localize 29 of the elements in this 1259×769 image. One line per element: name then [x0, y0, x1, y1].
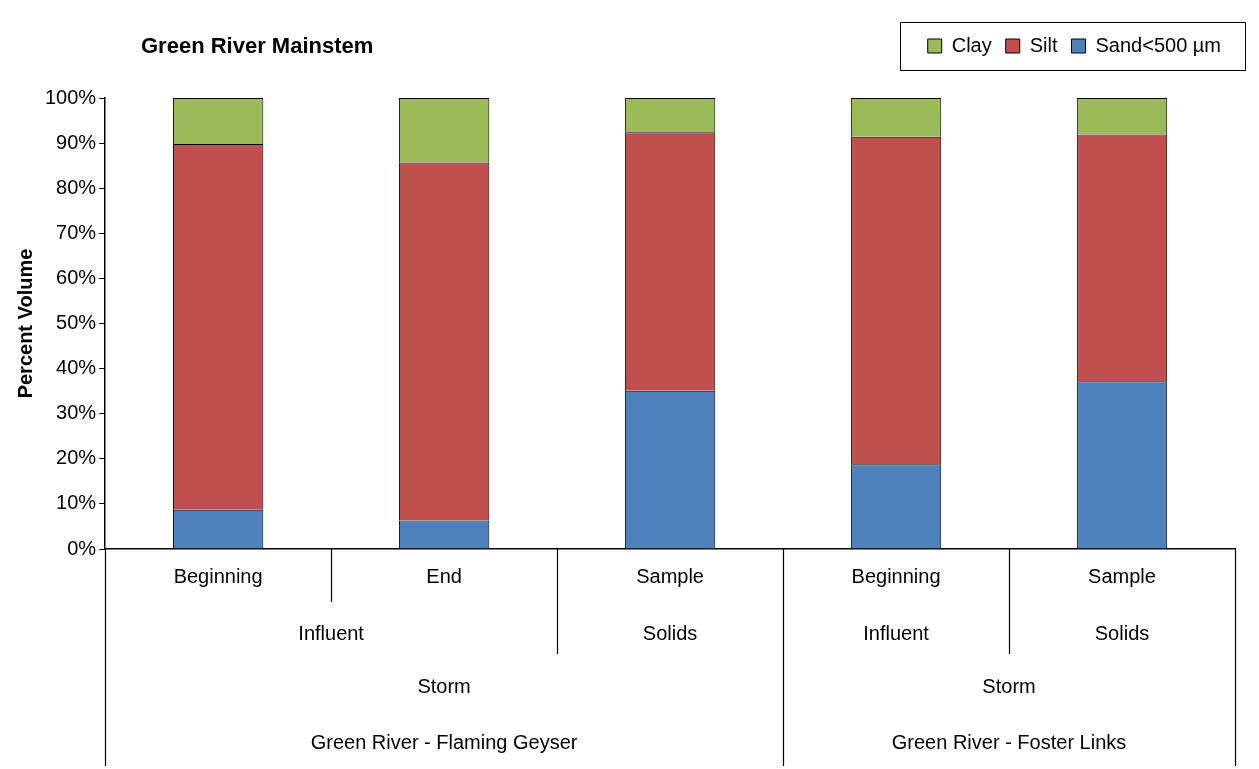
legend-label: Silt	[1029, 33, 1058, 56]
legend-label: Sand<500 µm	[1095, 33, 1221, 56]
y-tick-label: 0%	[67, 536, 97, 559]
y-tick-label: 40%	[56, 356, 97, 379]
x-tick-label: Sample	[636, 564, 704, 587]
y-tick-label: 30%	[56, 401, 97, 424]
text: Storm	[417, 675, 471, 698]
text: Green River - Foster Links	[891, 731, 1127, 754]
y-tick-label: 80%	[56, 175, 97, 198]
x-tick-label: Beginning	[851, 564, 941, 587]
text: Solids	[1094, 621, 1150, 644]
y-tick-label: 70%	[56, 220, 97, 243]
text: Influent	[298, 621, 365, 644]
y-tick-label: 10%	[56, 491, 97, 514]
text: Influent	[863, 621, 930, 644]
y-tick-label: 90%	[56, 130, 97, 153]
y-tick-label: 60%	[56, 265, 97, 288]
y-tick-label: 20%	[56, 446, 97, 469]
x-tick-label: Sample	[1088, 564, 1156, 587]
text: Green River - Flaming Geyser	[310, 731, 578, 754]
x-tick-label: Beginning	[173, 564, 263, 587]
y-tick-label: 50%	[56, 311, 97, 334]
y-tick-label: 100%	[45, 85, 97, 108]
y-axis-title: Percent Volume	[13, 248, 36, 399]
legend-label: Clay	[951, 33, 992, 56]
x-tick-label: End	[426, 564, 462, 587]
text: Storm	[982, 675, 1036, 698]
text: Solids	[642, 621, 698, 644]
chart-title: Green River Mainstem	[141, 33, 374, 59]
